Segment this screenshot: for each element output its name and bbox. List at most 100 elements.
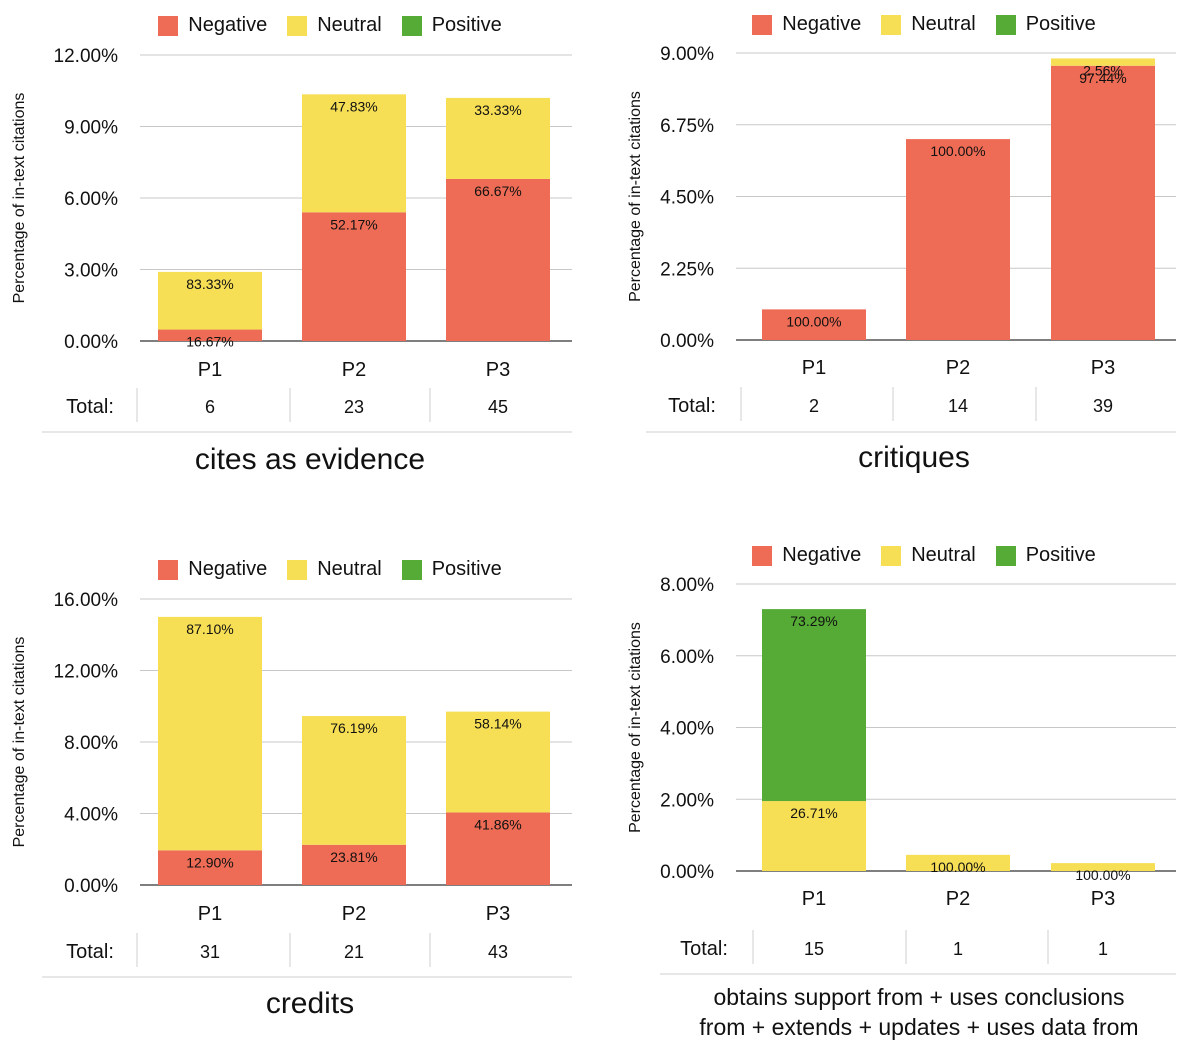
bar-neutral xyxy=(1051,863,1155,871)
chart-title: cites as evidence xyxy=(194,443,426,476)
legend-swatch-negative xyxy=(158,15,179,36)
totals-label: Total: xyxy=(66,941,114,963)
legend-item-positive: Positive xyxy=(995,13,1096,36)
chart-panel-obtains-support: Negative Neutral Positive 0.00% 2.00% 4.00… xyxy=(590,520,1178,1040)
legend-swatch-positive xyxy=(995,14,1016,35)
legend-item-negative: Negative xyxy=(158,558,267,581)
data-label: 33.33% xyxy=(474,102,521,118)
x-tick-label: P2 xyxy=(946,888,970,910)
data-label: 23.81% xyxy=(330,849,377,865)
bar-positive xyxy=(762,609,866,802)
y-tick-label: 6.75% xyxy=(660,116,714,137)
y-tick-label: 2.25% xyxy=(660,259,714,280)
data-label: 87.10% xyxy=(186,621,233,637)
total-value: 1 xyxy=(953,939,963,959)
total-value: 15 xyxy=(804,939,824,959)
legend-label-neutral: Neutral xyxy=(911,544,976,566)
legend-swatch-neutral xyxy=(881,14,902,35)
x-tick-label: P3 xyxy=(1091,357,1115,379)
legend-label-positive: Positive xyxy=(1025,544,1096,566)
data-label: 66.67% xyxy=(474,183,521,199)
y-axis-label: Percentage of in-text citations xyxy=(11,93,28,304)
y-tick-label: 4.50% xyxy=(660,188,714,209)
bar-neutral xyxy=(302,94,406,213)
x-tick-label: P3 xyxy=(486,359,510,381)
bar-neutral xyxy=(906,854,1010,871)
total-value: 1 xyxy=(1098,939,1108,959)
legend-swatch-neutral xyxy=(287,15,308,36)
legend-item-positive: Positive xyxy=(995,544,1096,567)
chart-panel-critiques: Negative Neutral Positive 0.00% 2.25% 4.50… xyxy=(590,0,1178,490)
bar-neutral xyxy=(446,711,550,813)
chart-title-line-1: obtains support from + uses conclusions xyxy=(713,984,1125,1010)
y-axis-label: Percentage of in-text citations xyxy=(11,637,28,848)
legend-swatch-negative xyxy=(158,559,179,580)
legend-label-negative: Negative xyxy=(782,13,862,35)
data-label: 2.56% xyxy=(1083,62,1123,78)
legend-item-negative: Negative xyxy=(752,13,861,36)
legend-label-neutral: Neutral xyxy=(911,13,976,35)
total-value: 21 xyxy=(344,942,364,962)
y-tick-label: 0.00% xyxy=(64,332,118,353)
data-label: 26.71% xyxy=(790,805,837,821)
chart-title-line-2: from + extends + updates + uses data fro… xyxy=(699,1014,1139,1040)
chart-panel-credits: Negative Neutral Positive 0.00% 4.00% 8.00… xyxy=(0,520,590,1039)
x-tick-label: P2 xyxy=(342,903,366,925)
bar-negative xyxy=(302,844,406,885)
chart-legend: Negative Neutral Positive xyxy=(590,13,1178,36)
total-value: 23 xyxy=(344,397,364,417)
x-tick-label: P1 xyxy=(198,359,222,381)
y-axis-label: Percentage of in-text citations xyxy=(627,91,644,302)
legend-item-negative: Negative xyxy=(158,14,267,37)
legend-label-positive: Positive xyxy=(431,558,502,580)
y-tick-label: 8.00% xyxy=(660,575,714,596)
y-tick-label: 12.00% xyxy=(54,46,119,67)
total-value: 43 xyxy=(488,942,508,962)
y-tick-label: 2.00% xyxy=(660,790,714,811)
y-tick-label: 8.00% xyxy=(64,733,118,754)
totals-label: Total: xyxy=(680,938,728,960)
y-tick-label: 6.00% xyxy=(64,189,118,210)
total-value: 31 xyxy=(200,942,220,962)
y-tick-label: 4.00% xyxy=(64,805,118,826)
totals-label: Total: xyxy=(66,396,114,418)
total-value: 39 xyxy=(1093,396,1113,416)
chart-plot: 0.00% 2.25% 4.50% 6.75% 9.00% Percentage of i… xyxy=(627,44,1176,433)
legend-label-neutral: Neutral xyxy=(317,14,382,36)
data-label: 47.83% xyxy=(330,98,377,114)
bar-neutral xyxy=(158,616,262,851)
y-tick-label: 0.00% xyxy=(64,876,118,897)
chart-plot: 0.00% 3.00% 6.00% 9.00% 12.00% Percentage of … xyxy=(11,46,572,433)
data-label: 16.67% xyxy=(186,334,233,350)
chart-panel-cites-as-evidence: Negative Neutral Positive 0.00% 3.00% 6.00… xyxy=(0,0,590,490)
chart-legend: Negative Neutral Positive xyxy=(0,558,590,581)
bar-neutral xyxy=(158,271,262,330)
legend-label-negative: Negative xyxy=(188,558,268,580)
bar-negative xyxy=(158,329,262,341)
bar-negative xyxy=(302,212,406,341)
x-tick-label: P3 xyxy=(486,903,510,925)
legend-item-neutral: Neutral xyxy=(881,13,976,36)
legend-swatch-neutral xyxy=(287,559,308,580)
bar-negative xyxy=(158,850,262,885)
data-label: 83.33% xyxy=(186,276,233,292)
data-label: 73.29% xyxy=(790,613,837,629)
legend-item-negative: Negative xyxy=(752,544,861,567)
y-tick-label: 0.00% xyxy=(660,862,714,883)
legend-label-negative: Negative xyxy=(782,544,862,566)
bar-neutral xyxy=(1051,58,1155,66)
x-tick-label: P1 xyxy=(198,903,222,925)
bar-neutral xyxy=(762,801,866,871)
legend-label-positive: Positive xyxy=(431,14,502,36)
totals-label: Total: xyxy=(668,395,716,417)
chart-legend: Negative Neutral Positive xyxy=(590,544,1178,567)
legend-label-positive: Positive xyxy=(1025,13,1096,35)
y-tick-label: 3.00% xyxy=(64,261,118,282)
data-label: 100.00% xyxy=(930,859,985,875)
y-tick-label: 12.00% xyxy=(54,662,119,683)
data-label: 41.86% xyxy=(474,816,521,832)
legend-label-negative: Negative xyxy=(188,14,268,36)
legend-swatch-positive xyxy=(401,15,422,36)
x-tick-label: P1 xyxy=(802,357,826,379)
chart-title: critiques xyxy=(858,441,970,474)
